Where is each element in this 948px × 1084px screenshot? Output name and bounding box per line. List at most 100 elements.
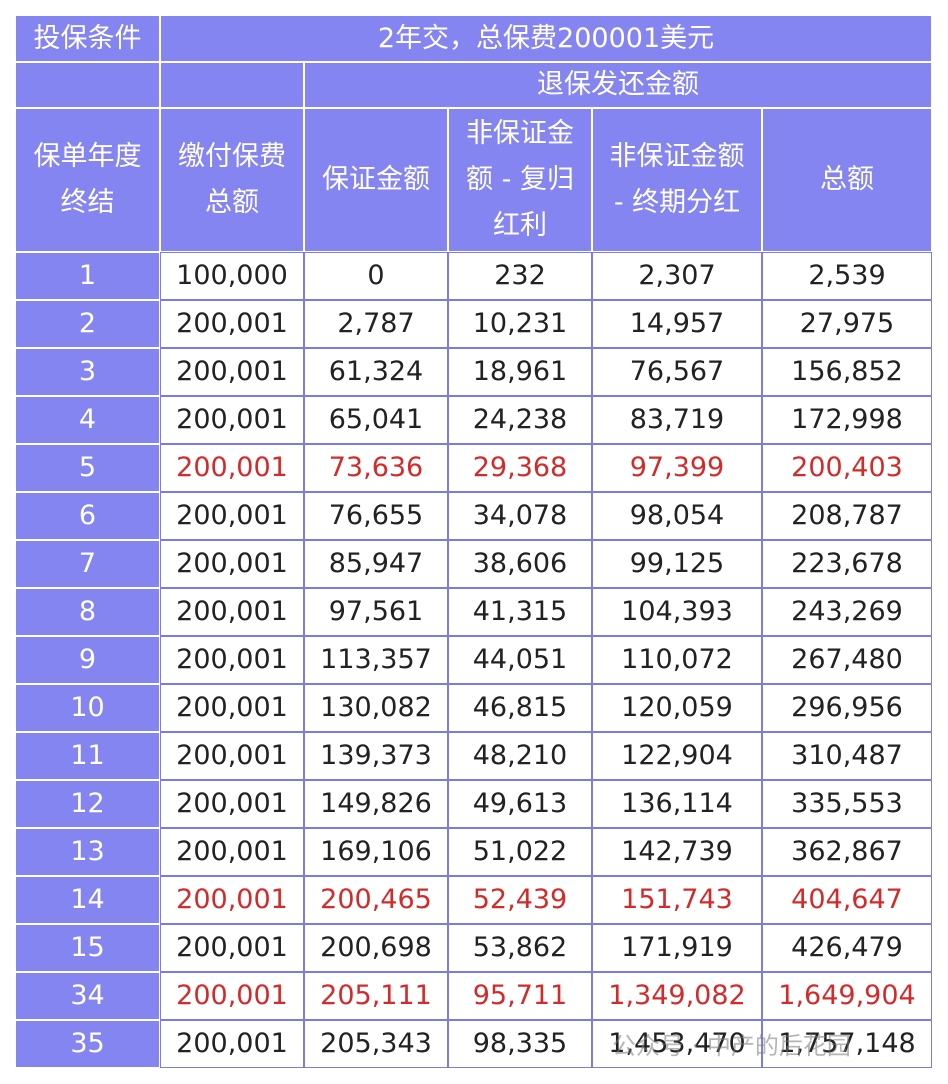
row-header: 5	[15, 444, 160, 492]
header-cell: 投保条件	[15, 15, 160, 62]
cell-text: 38,606	[472, 548, 568, 579]
cell-text: 4	[78, 404, 97, 435]
data-cell: 2,787	[304, 300, 448, 348]
data-cell: 296,956	[762, 684, 932, 732]
data-cell: 404,647	[762, 876, 932, 924]
cell-text: 10,231	[472, 308, 568, 339]
row-header: 9	[15, 636, 160, 684]
column-header: 缴付保费 总额	[160, 108, 304, 252]
data-cell: 205,343	[304, 1020, 448, 1068]
data-cell: 156,852	[762, 348, 932, 396]
cell-text: 65,041	[328, 404, 424, 435]
row-header: 3	[15, 348, 160, 396]
cell-text: 1,757,148	[778, 1028, 916, 1059]
data-cell: 83,719	[592, 396, 762, 444]
data-cell: 65,041	[304, 396, 448, 444]
cell-text: 红利	[493, 210, 547, 241]
data-cell: 200,001	[160, 876, 304, 924]
row-header: 1	[15, 252, 160, 300]
cell-text: 41,315	[472, 596, 568, 627]
data-cell: 49,613	[448, 780, 592, 828]
cell-text: 100,000	[176, 260, 288, 291]
data-cell: 99,125	[592, 540, 762, 588]
data-cell: 200,001	[160, 636, 304, 684]
cell-text: 200,001	[176, 932, 288, 963]
cell-text: 缴付保费	[178, 141, 286, 172]
data-cell: 46,815	[448, 684, 592, 732]
row-header: 35	[15, 1020, 160, 1068]
data-cell: 200,001	[160, 828, 304, 876]
data-cell: 200,001	[160, 492, 304, 540]
cell-text: 200,001	[176, 308, 288, 339]
cell-text: 200,465	[320, 884, 432, 915]
cell-text: 200,001	[176, 788, 288, 819]
cell-text: 终结	[60, 187, 115, 218]
data-cell: 52,439	[448, 876, 592, 924]
column-header: 非保证金额 - 终期分红	[592, 108, 762, 252]
data-cell: 200,001	[160, 540, 304, 588]
cell-text: 151,743	[621, 884, 733, 915]
cell-text: 总额	[205, 187, 259, 218]
cell-text: 51,022	[472, 836, 568, 867]
cell-text: 95,711	[472, 980, 568, 1011]
row-header: 6	[15, 492, 160, 540]
data-cell: 14,957	[592, 300, 762, 348]
row-header: 15	[15, 924, 160, 972]
cell-text: 200,001	[176, 548, 288, 579]
data-cell: 200,001	[160, 396, 304, 444]
header-cell	[15, 62, 160, 108]
data-cell: 200,001	[160, 348, 304, 396]
data-cell: 76,655	[304, 492, 448, 540]
data-cell: 120,059	[592, 684, 762, 732]
cell-text: 非保证金额	[609, 141, 745, 172]
cell-text: 0	[367, 260, 385, 291]
cell-text: 205,343	[320, 1028, 432, 1059]
cell-text: 5	[78, 452, 97, 483]
data-cell: 1,453,470	[592, 1020, 762, 1068]
data-cell: 2,539	[762, 252, 932, 300]
cell-text: 200,001	[176, 692, 288, 723]
data-cell: 130,082	[304, 684, 448, 732]
cell-text: 200,001	[176, 884, 288, 915]
cell-text: 232	[494, 260, 546, 291]
cell-text: 24,238	[472, 404, 568, 435]
data-cell: 200,001	[160, 588, 304, 636]
cell-text: 1,453,470	[608, 1028, 746, 1059]
column-header: 非保证金额 - 复归 红利	[448, 108, 592, 252]
cell-text: 200,698	[320, 932, 432, 963]
data-cell: 200,001	[160, 1020, 304, 1068]
data-cell: 149,826	[304, 780, 448, 828]
cell-text: 426,479	[791, 932, 903, 963]
cell-text: 2	[78, 308, 97, 339]
cell-text: 76,567	[629, 356, 725, 387]
data-cell: 44,051	[448, 636, 592, 684]
data-cell: 267,480	[762, 636, 932, 684]
data-cell: 29,368	[448, 444, 592, 492]
cell-text: 120,059	[621, 692, 733, 723]
cell-text: 362,867	[791, 836, 903, 867]
row-header: 12	[15, 780, 160, 828]
row-header: 2	[15, 300, 160, 348]
cell-text: 122,904	[621, 740, 733, 771]
cell-text: 12	[70, 788, 105, 819]
cell-text: 7	[78, 548, 97, 579]
cell-text: 1	[78, 260, 97, 291]
data-cell: 142,739	[592, 828, 762, 876]
cell-text: 11	[70, 740, 105, 771]
cell-text: 3	[78, 356, 97, 387]
cell-text: 85,947	[328, 548, 424, 579]
cell-text: 8	[78, 596, 97, 627]
data-cell: 200,465	[304, 876, 448, 924]
cell-text: 98,335	[472, 1028, 568, 1059]
row-header: 14	[15, 876, 160, 924]
cell-text: 2年交，总保费200001美元	[377, 22, 715, 54]
row-header: 13	[15, 828, 160, 876]
row-header: 7	[15, 540, 160, 588]
data-cell: 34,078	[448, 492, 592, 540]
cell-text: 335,553	[791, 788, 903, 819]
cell-text: 200,403	[791, 452, 903, 483]
data-cell: 61,324	[304, 348, 448, 396]
cell-text: 投保条件	[33, 22, 142, 54]
cell-text: 104,393	[621, 596, 733, 627]
cell-text: 14	[70, 884, 105, 915]
